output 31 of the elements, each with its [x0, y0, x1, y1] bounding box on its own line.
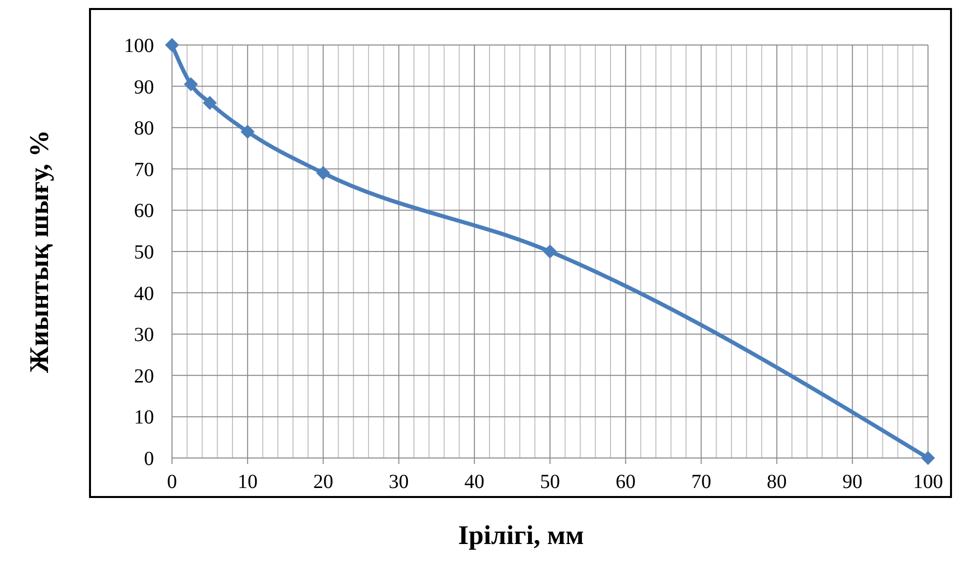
point [543, 244, 557, 258]
point [184, 77, 198, 92]
y-tick-label: 30 [134, 324, 154, 346]
y-tick-label: 20 [134, 365, 154, 388]
x-tick-label: 90 [842, 471, 862, 493]
y-tick-label: 100 [124, 35, 154, 57]
point [202, 96, 217, 110]
x-axis-title: Ірілігі, мм [458, 520, 584, 550]
y-axis-title: Жиынтық шығу, % [24, 130, 54, 373]
y-tick-label: 70 [134, 158, 154, 181]
y-tick-label: 0 [144, 448, 154, 470]
y-tick-label: 50 [134, 242, 154, 264]
point [316, 166, 330, 180]
point [165, 38, 179, 52]
y-tick-label: 10 [134, 406, 154, 429]
x-tick-label: 100 [913, 471, 943, 493]
x-tick-label: 20 [313, 471, 334, 493]
y-tick-label: 60 [134, 200, 154, 222]
x-tick-label: 70 [691, 471, 712, 493]
x-tick-label: 0 [167, 471, 177, 493]
x-tick-label: 10 [238, 471, 258, 493]
x-tick-label: 80 [766, 471, 787, 493]
point [921, 451, 935, 465]
x-tick-label: 30 [388, 471, 409, 493]
x-tick-label: 40 [464, 471, 484, 493]
x-tick-label: 60 [616, 471, 636, 493]
y-tick-label: 40 [134, 282, 154, 305]
point [240, 124, 255, 139]
y-tick-label: 90 [134, 76, 154, 98]
x-tick-label: 50 [540, 471, 560, 493]
y-tick-label: 80 [134, 118, 154, 140]
